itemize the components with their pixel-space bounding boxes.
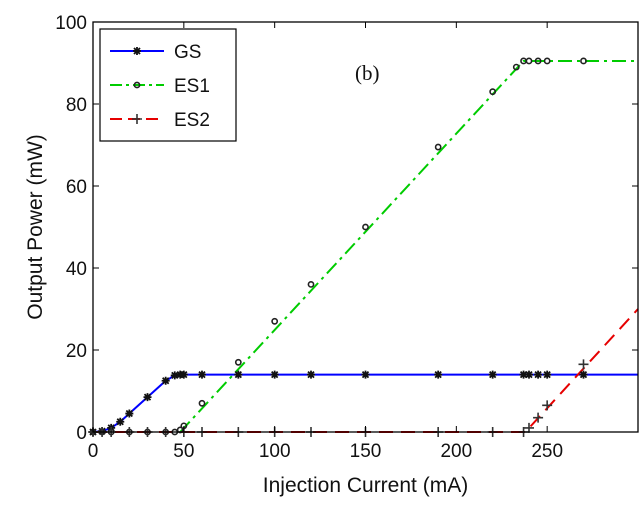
- data-point: [580, 57, 587, 65]
- legend-item-es1: ES1: [110, 76, 210, 97]
- data-point: [198, 370, 206, 379]
- legend: GS ES1 ES2: [99, 28, 237, 142]
- data-point: [489, 88, 497, 96]
- data-point: [542, 400, 553, 411]
- legend-item-gs: GS: [110, 42, 201, 63]
- y-tick-label: 100: [55, 13, 87, 34]
- data-point: [534, 370, 543, 379]
- data-point: [519, 370, 528, 379]
- data-point: [525, 370, 533, 379]
- y-tick-label: 0: [76, 423, 87, 444]
- data-point: [543, 57, 551, 65]
- data-point: [270, 370, 279, 379]
- x-axis-label: Injection Current (mA): [263, 474, 468, 497]
- x-tick-label: 100: [259, 441, 291, 462]
- data-point: [271, 317, 279, 325]
- data-point: [179, 370, 188, 379]
- axis-ticks: 0 50 100 150 200 250 0 20 40 60 80 100: [55, 13, 638, 462]
- data-point: [434, 143, 442, 151]
- data-point: [133, 81, 141, 89]
- legend-box: [99, 28, 237, 142]
- data-point: [161, 376, 170, 385]
- panel-annotation: (b): [355, 61, 380, 85]
- data-point: [234, 370, 243, 379]
- data-point: [578, 359, 589, 370]
- data-point: [116, 417, 125, 426]
- data-point: [362, 223, 369, 231]
- data-point: [434, 370, 443, 379]
- y-axis-label: Output Power (mW): [24, 134, 47, 320]
- data-point: [524, 422, 534, 433]
- y-tick-label: 40: [66, 259, 87, 280]
- x-tick-label: 200: [440, 441, 472, 462]
- legend-label: ES1: [174, 76, 210, 97]
- data-point: [170, 371, 179, 380]
- data-point: [198, 399, 206, 407]
- data-point: [143, 393, 152, 402]
- data-point: [579, 370, 588, 379]
- x-tick-label: 50: [173, 441, 194, 462]
- data-point: [534, 57, 542, 65]
- data-point: [307, 280, 315, 288]
- y-tick-label: 20: [66, 341, 87, 362]
- x-tick-label: 250: [531, 441, 563, 462]
- x-tick-label: 0: [88, 441, 99, 462]
- data-point: [234, 358, 242, 366]
- legend-label: GS: [174, 42, 201, 63]
- legend-item-es2: ES2: [110, 110, 210, 131]
- data-point: [533, 412, 544, 423]
- data-point: [543, 370, 552, 379]
- data-point: [125, 409, 134, 418]
- data-point: [361, 370, 370, 379]
- data-point: [488, 370, 497, 379]
- y-tick-label: 60: [66, 177, 87, 198]
- data-point: [525, 57, 533, 65]
- legend-items: GS ES1 ES2: [110, 42, 210, 131]
- data-point: [307, 370, 315, 379]
- y-tick-label: 80: [66, 95, 87, 116]
- data-point: [133, 47, 141, 55]
- x-tick-label: 150: [350, 441, 382, 462]
- series-line-es1: [179, 59, 638, 433]
- data-point: [512, 63, 520, 71]
- data-point: [132, 114, 142, 124]
- legend-label: ES2: [174, 110, 210, 131]
